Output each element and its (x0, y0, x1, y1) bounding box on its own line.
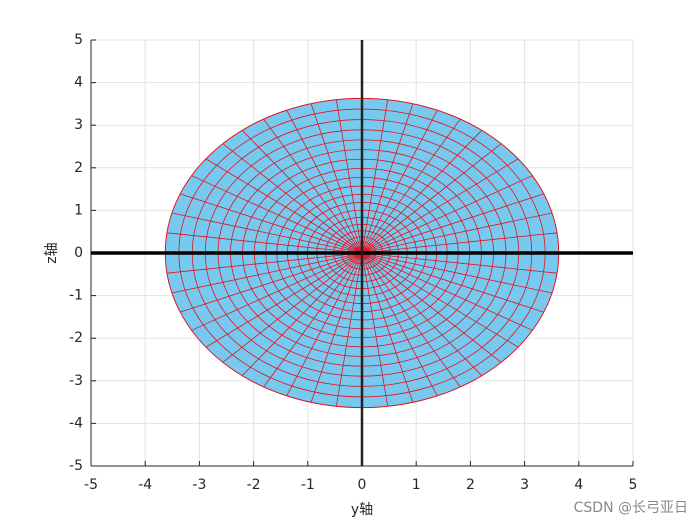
mesh-spoke (361, 252, 544, 313)
mesh-spoke (166, 252, 363, 274)
mesh-spoke (222, 252, 363, 363)
x-tick-label: -4 (138, 477, 152, 493)
mesh-spoke (286, 252, 363, 397)
x-tick-label: 5 (629, 477, 638, 493)
y-tick-label: 4 (74, 75, 83, 91)
y-tick-label: -1 (69, 288, 83, 304)
watermark: CSDN @长弓亚日 (574, 500, 688, 516)
mesh-spoke (361, 252, 502, 363)
mesh-spoke (361, 252, 438, 397)
x-axis-label: y轴 (351, 502, 373, 518)
mesh-spoke (361, 130, 483, 254)
mesh-spoke (166, 232, 363, 254)
mesh-spoke (361, 252, 389, 407)
mesh-spoke (263, 118, 363, 254)
x-tick-label: 4 (574, 477, 583, 493)
x-tick-label: 3 (520, 477, 529, 493)
y-tick-label: 2 (74, 160, 83, 176)
mesh-spoke (361, 193, 544, 254)
x-tick-label: -3 (192, 477, 206, 493)
mesh-spoke (310, 103, 363, 254)
x-tick-label: -2 (247, 477, 261, 493)
mesh-spoke (361, 143, 502, 254)
mesh-spoke (205, 252, 363, 348)
mesh-spoke (361, 109, 438, 254)
mesh-spoke (361, 212, 553, 254)
mesh-spoke (335, 252, 363, 407)
mesh-spoke (241, 252, 363, 376)
mesh-spoke (361, 252, 461, 388)
mesh-spoke (361, 252, 519, 348)
x-tick-label: -5 (84, 477, 98, 493)
mesh-spoke (171, 252, 363, 294)
mesh-spoke (171, 212, 363, 254)
y-tick-label: 5 (74, 32, 83, 48)
y-tick-label: -5 (69, 458, 83, 474)
mesh-spoke (286, 109, 363, 254)
x-tick-label: 1 (412, 477, 421, 493)
mesh-spoke (361, 99, 389, 254)
mesh-spoke (222, 143, 363, 254)
mesh-spoke (361, 118, 461, 254)
mesh-spoke (361, 103, 414, 254)
mesh-spoke (310, 252, 363, 403)
mesh-spoke (361, 252, 483, 376)
y-tick-label: 1 (74, 202, 83, 218)
mesh-spoke (205, 158, 363, 254)
x-tick-label: 2 (466, 477, 475, 493)
y-tick-label: -4 (69, 415, 83, 431)
mesh-spoke (180, 193, 363, 254)
mesh-spoke (361, 232, 558, 254)
y-tick-label: -3 (69, 373, 83, 389)
y-tick-label: 3 (74, 117, 83, 133)
x-tick-label: 0 (358, 477, 367, 493)
mesh-spoke (361, 252, 553, 294)
mesh-spoke (361, 158, 519, 254)
mesh-spoke (361, 175, 533, 254)
mesh-spoke (361, 252, 414, 403)
mesh-spoke (361, 252, 558, 274)
mesh-spoke (191, 175, 363, 254)
y-tick-label: -2 (69, 330, 83, 346)
y-tick-label: 0 (74, 245, 83, 261)
mesh-spoke (335, 99, 363, 254)
x-tick-label: -1 (301, 477, 315, 493)
mesh-spoke (263, 252, 363, 388)
mesh-spoke (191, 252, 363, 331)
mesh-spoke (361, 252, 533, 331)
y-axis-label: z轴 (44, 242, 60, 263)
mesh-spoke (241, 130, 363, 254)
mesh-spoke (180, 252, 363, 313)
